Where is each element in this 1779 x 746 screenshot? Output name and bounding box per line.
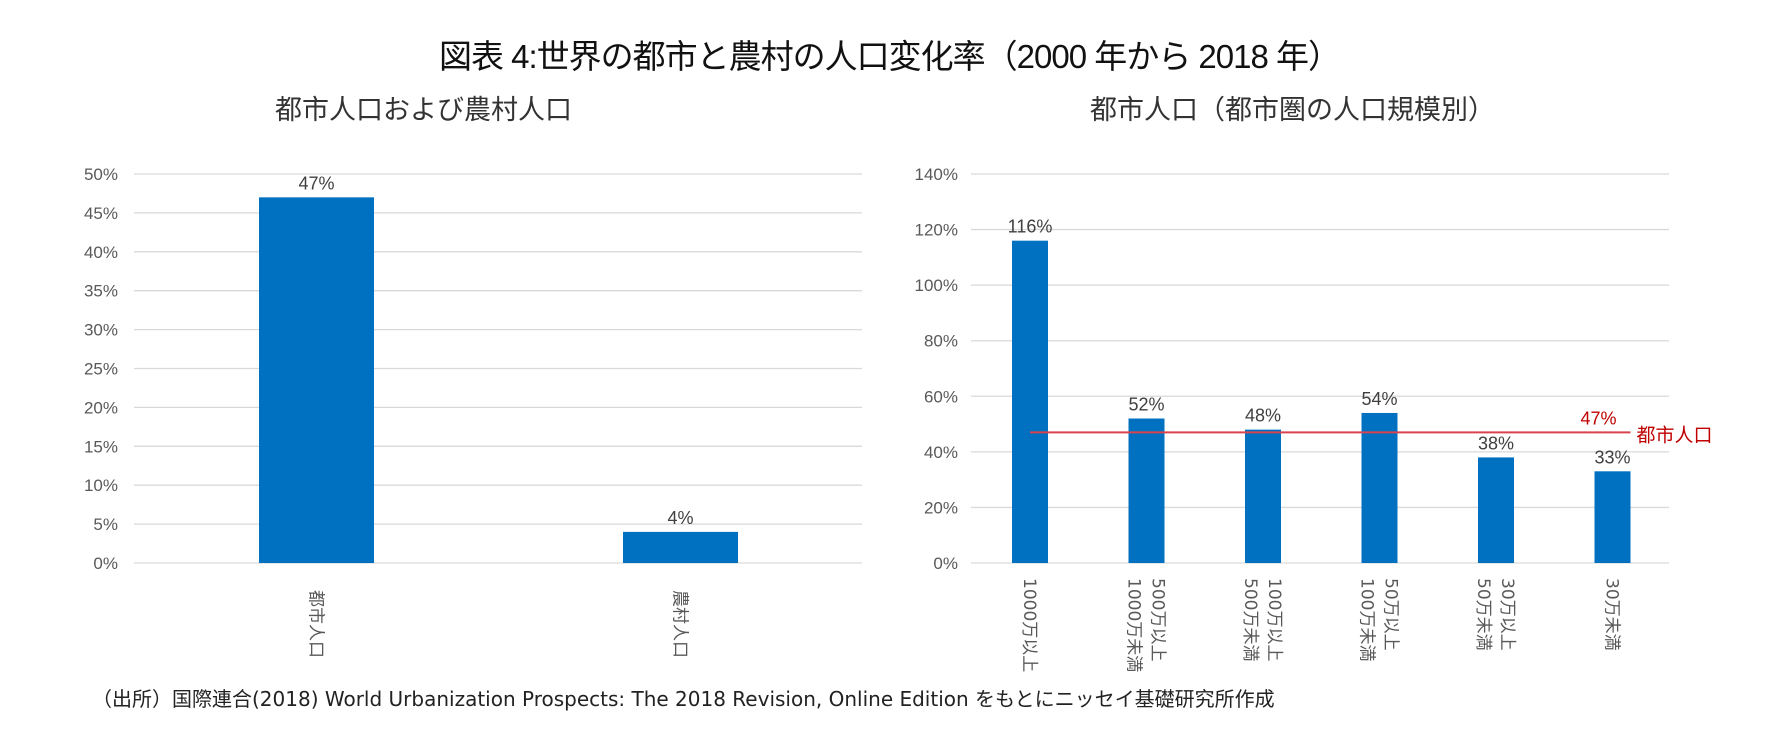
left-chart-title: 都市人口および農村人口 [275, 95, 572, 126]
chart1-category-label: 30万以上 [1497, 578, 1517, 651]
source-note: （出所）国際連合(2018) World Urbanization Prospe… [92, 687, 1275, 711]
chart0-category-label: 都市人口 [306, 590, 326, 658]
chart1-bar [1012, 240, 1048, 563]
chart0-ytick-label: 15% [84, 437, 118, 456]
chart0-data-label: 47% [298, 173, 334, 193]
chart1-category-label: 50万未満 [1473, 578, 1493, 651]
reference-series-label: 都市人口 [1637, 424, 1713, 446]
chart0-category-label: 農村人口 [670, 590, 690, 658]
chart0-ytick-label: 20% [84, 398, 118, 417]
chart0-ytick-label: 10% [84, 476, 118, 495]
chart0-ytick-label: 40% [84, 243, 118, 262]
chart0-bar [259, 197, 374, 563]
chart1-data-label: 116% [1008, 217, 1053, 237]
chart0-ytick-label: 0% [93, 554, 118, 573]
chart1-ytick-label: 60% [924, 387, 958, 406]
chart1-category-label: 100万未満 [1357, 578, 1377, 661]
chart1-bar [1245, 429, 1281, 563]
chart1-category-label: 1000万以上 [1019, 578, 1039, 672]
chart1-ytick-label: 0% [933, 554, 958, 573]
chart1-bar [1128, 418, 1165, 563]
chart1-bar [1478, 457, 1514, 563]
chart0-ytick-label: 50% [84, 165, 118, 184]
chart1-category-label: 1000万未満 [1124, 578, 1144, 672]
chart0-ytick-label: 45% [84, 204, 118, 223]
chart1-bar [1594, 471, 1631, 563]
chart0-ytick-label: 35% [84, 282, 118, 301]
chart1-category-label: 500万未満 [1240, 578, 1260, 661]
figure-title: 図表 4:世界の都市と農村の人口変化率（2000 年から 2018 年） [438, 38, 1341, 75]
chart0-ytick-label: 30% [84, 321, 118, 340]
chart1-ytick-label: 20% [924, 498, 958, 517]
chart1-category-label: 50万以上 [1381, 578, 1401, 651]
chart1-ytick-label: 100% [915, 276, 958, 295]
chart1-data-label: 38% [1478, 433, 1514, 453]
chart0-bar [623, 531, 738, 563]
chart1-ytick-label: 40% [924, 443, 958, 462]
chart1-category-label: 100万以上 [1264, 578, 1284, 661]
chart1-ytick-label: 140% [915, 165, 958, 184]
chart0-ytick-label: 25% [84, 360, 118, 379]
chart1-data-label: 52% [1128, 395, 1164, 415]
chart1-ytick-label: 120% [915, 221, 958, 240]
chart1-ytick-label: 80% [924, 332, 958, 351]
chart1-bar [1361, 412, 1398, 563]
chart1-data-label: 54% [1361, 389, 1397, 409]
chart0-ytick-label: 5% [93, 515, 118, 534]
chart1-category-label: 500万以上 [1148, 578, 1168, 661]
chart0-data-label: 4% [667, 508, 693, 528]
chart1-category-label: 30万未満 [1602, 578, 1622, 651]
chart1-data-label: 33% [1594, 447, 1630, 467]
reference-value-label: 47% [1580, 408, 1616, 428]
right-chart-title: 都市人口（都市圏の人口規模別） [1090, 95, 1495, 126]
chart1-data-label: 48% [1245, 406, 1281, 426]
